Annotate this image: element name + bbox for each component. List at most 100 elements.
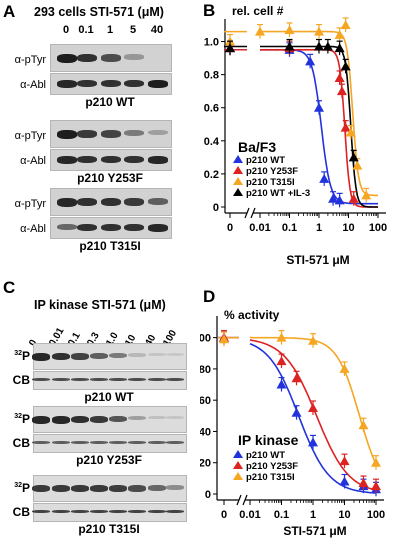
abl-band: [148, 224, 168, 232]
data-point: [358, 420, 369, 430]
cb-band: [109, 510, 127, 513]
cb-band: [148, 510, 166, 513]
ptyr-band: [77, 198, 97, 207]
data-point: [328, 193, 339, 203]
fit-curve: [249, 343, 377, 494]
abl-band: [124, 224, 144, 232]
row-label-abl: α-Abl: [20, 223, 46, 235]
abl-blot-strip: [50, 217, 172, 239]
cb-blot-strip: [32, 434, 187, 453]
row-label-32-superscript: 32: [14, 413, 22, 420]
row-label-abl: α-Abl: [20, 79, 46, 91]
cb-band: [166, 378, 184, 381]
data-point: [334, 195, 345, 205]
axis-break-mark: [244, 207, 256, 219]
data-point: [322, 41, 333, 51]
x-tick-label: 100: [367, 509, 385, 521]
panel-d-ylabel: % activity: [224, 308, 280, 322]
p32-band: [109, 485, 127, 492]
abl-band: [124, 156, 144, 164]
panel-c-blots: 32P CB p210 WT 32P CB p210 Y253F 32P CB p210 T31…: [0, 0, 200, 541]
panel-letter-d: D: [203, 287, 215, 306]
panel-a-concentrations: 0 0.1 1 5 40: [0, 24, 200, 38]
ptyr-band: [101, 130, 121, 138]
cb-band: [90, 510, 108, 513]
cb-band: [32, 378, 50, 381]
row-label-p: P: [21, 481, 30, 495]
row-label-32p: 32P: [4, 349, 30, 363]
data-point: [284, 41, 295, 51]
y-tick-label: 100: [200, 333, 211, 345]
abl-band: [77, 224, 97, 232]
p32-band: [52, 416, 70, 424]
p32-band: [128, 485, 146, 492]
legend-entry: p210 Y253F: [246, 166, 298, 177]
data-point: [308, 403, 318, 412]
abl-band: [148, 156, 168, 164]
data-point: [361, 190, 372, 200]
p32-band: [52, 485, 70, 492]
p32-band: [109, 353, 127, 359]
data-point: [291, 373, 302, 383]
panel-b-legend-title: Ba/F3: [238, 139, 276, 155]
cb-band: [128, 510, 146, 513]
cb-band: [128, 378, 146, 381]
legend-entry: p210 T315I: [246, 177, 295, 188]
p32-band: [90, 416, 108, 423]
cb-band: [166, 510, 184, 513]
p32-band: [71, 416, 89, 424]
data-point: [358, 478, 369, 488]
row-label-32p: 32P: [4, 412, 30, 426]
p32-band: [32, 416, 50, 424]
cb-band: [32, 441, 50, 444]
panel-b-ylabel: rel. cell #: [232, 4, 284, 18]
p32-band: [148, 485, 166, 491]
data-point: [339, 456, 350, 466]
cb-band: [90, 441, 108, 444]
blot-caption: p210 WT: [84, 390, 134, 404]
p32-band: [128, 416, 146, 421]
cb-band: [128, 441, 146, 444]
cb-band: [148, 378, 166, 381]
row-label-ptyr: α-pTyr: [14, 198, 46, 210]
y-tick-label: 20: [200, 458, 211, 470]
p32-blot-strip: [32, 406, 187, 433]
panel-b-xlabel: STI-571 μM: [286, 253, 349, 267]
x-tick-label: 1: [316, 222, 322, 234]
abl-band: [101, 224, 121, 232]
row-label-32-superscript: 32: [14, 350, 22, 357]
legend-entry: p210 WT: [246, 450, 285, 461]
x-tick-label: 10: [338, 509, 350, 521]
data-point: [340, 61, 351, 71]
data-point: [255, 26, 265, 36]
abl-blot-strip: [50, 149, 172, 171]
row-label-p: P: [21, 412, 30, 426]
legend-entry: p210 T315I: [246, 472, 295, 483]
data-point: [352, 160, 363, 170]
legend-marker: [233, 188, 243, 196]
data-point: [284, 24, 295, 34]
panel-letter-c: C: [3, 278, 16, 297]
panel-a-conc-label: 1: [106, 24, 114, 36]
panel-letter-b: B: [203, 1, 215, 20]
data-point: [314, 41, 324, 51]
panel-a-conc-label: 40: [150, 24, 164, 36]
abl-band: [57, 224, 77, 231]
data-point: [276, 332, 287, 342]
panel-d-legend-title: IP kinase: [238, 432, 299, 448]
data-point: [308, 437, 318, 447]
legend-marker: [233, 166, 243, 174]
ptyr-blot-strip: [50, 44, 172, 72]
row-label-ptyr: α-pTyr: [14, 54, 46, 66]
y-tick-label: 40: [200, 426, 211, 438]
legend-entry: p210 WT: [246, 155, 285, 166]
p32-band: [109, 416, 127, 423]
y-tick-label: 0.6: [204, 103, 219, 115]
blot-caption: p210 T315I: [79, 239, 141, 253]
data-point: [305, 56, 316, 66]
y-tick-label: 1.0: [204, 37, 219, 49]
ptyr-band: [124, 198, 144, 206]
data-point: [308, 335, 318, 345]
data-point: [348, 152, 359, 162]
y-tick-label: 60: [200, 395, 211, 407]
